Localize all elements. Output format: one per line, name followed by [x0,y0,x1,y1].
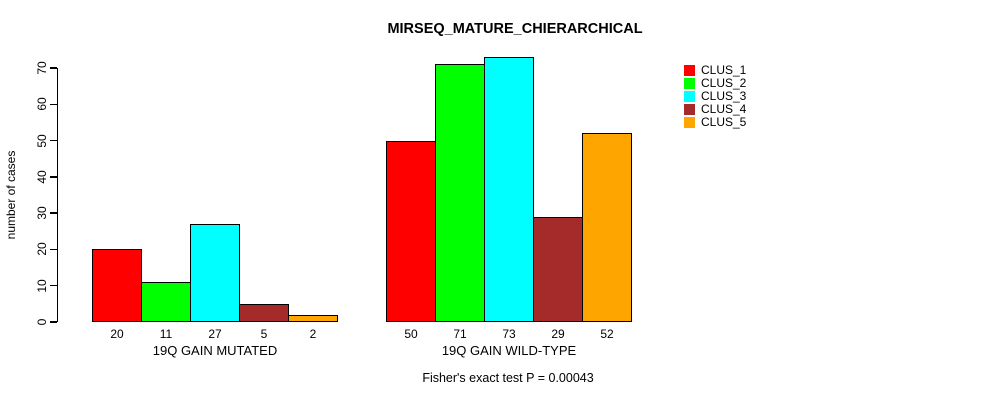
y-tick-mark-30 [50,212,57,214]
bar-value-label-group1-clus_1: 20 [110,327,124,341]
bar-group1-clus_5 [288,314,338,322]
bar-value-label-group1-clus_2: 11 [159,327,173,341]
bar-group2-clus_1 [386,140,436,322]
legend: CLUS_1 CLUS_2 CLUS_3 CLUS_4 CLUS_5 [684,64,746,129]
y-axis-title: number of cases [4,150,18,240]
y-tick-label-0: 0 [35,318,49,326]
y-tick-mark-0 [50,321,57,323]
y-tick-label-30: 30 [35,206,49,220]
bar-group1-clus_2 [141,282,191,322]
bar-value-label-group1-clus_3: 27 [208,327,222,341]
y-tick-label-40: 40 [35,170,49,184]
y-tick-mark-10 [50,285,57,287]
legend-label-clus_5: CLUS_5 [701,115,747,129]
bar-value-label-group2-clus_5: 52 [600,327,614,341]
bar-group1-clus_4 [239,303,289,322]
chart-title: MIRSEQ_MATURE_CHIERARCHICAL [387,21,643,37]
bar-value-label-group2-clus_2: 71 [453,327,467,341]
bar-group2-clus_4 [533,216,583,322]
y-tick-mark-70 [50,67,57,69]
legend-label-clus_4: CLUS_4 [701,102,747,116]
legend-swatch-clus_2 [684,78,695,89]
legend-label-clus_3: CLUS_3 [701,89,747,103]
legend-item-clus_4: CLUS_4 [684,103,746,116]
y-tick-label-70: 70 [35,61,49,75]
y-tick-mark-40 [50,176,57,178]
bar-value-label-group2-clus_1: 50 [404,327,418,341]
legend-item-clus_5: CLUS_5 [684,116,746,129]
legend-label-clus_1: CLUS_1 [701,63,747,77]
bar-value-label-group1-clus_5: 2 [309,327,317,341]
y-tick-mark-60 [50,103,57,105]
x-group-label-mutated: 19Q GAIN MUTATED [152,343,278,358]
bar-value-label-group1-clus_4: 5 [260,327,268,341]
fisher-test-annotation: Fisher's exact test P = 0.00043 [422,371,594,385]
legend-swatch-clus_1 [684,65,695,76]
legend-item-clus_3: CLUS_3 [684,90,746,103]
y-axis-line [57,68,59,322]
bar-group1-clus_1 [92,249,142,322]
legend-item-clus_1: CLUS_1 [684,64,746,77]
x-group-label-wild-type: 19Q GAIN WILD-TYPE [441,343,577,358]
bar-value-label-group2-clus_3: 73 [502,327,516,341]
legend-swatch-clus_4 [684,104,695,115]
bar-value-label-group2-clus_4: 29 [551,327,565,341]
legend-label-clus_2: CLUS_2 [701,76,747,90]
y-tick-mark-20 [50,248,57,251]
y-tick-label-60: 60 [35,97,49,111]
bar-group2-clus_2 [435,64,485,322]
y-tick-label-50: 50 [35,133,49,148]
y-tick-label-10: 10 [35,279,49,293]
y-tick-label-20: 20 [35,242,49,257]
bar-group2-clus_3 [484,57,534,322]
legend-item-clus_2: CLUS_2 [684,77,746,90]
legend-swatch-clus_3 [684,91,695,102]
y-tick-mark-50 [50,139,57,142]
bar-group1-clus_3 [190,224,240,322]
bar-group2-clus_5 [582,133,632,322]
legend-swatch-clus_5 [684,117,695,128]
